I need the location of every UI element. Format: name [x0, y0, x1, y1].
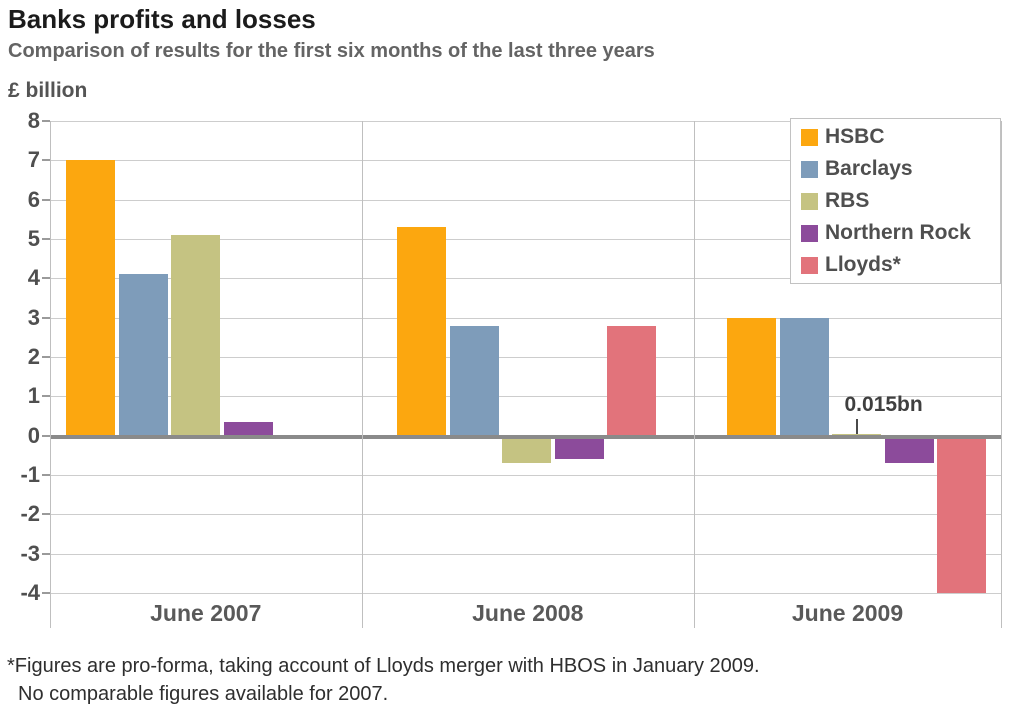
legend-swatch-barclays [801, 160, 818, 178]
chart-title: Banks profits and losses [8, 4, 316, 34]
legend-swatch-hsbc [801, 128, 818, 146]
bar-lloyds-june-2009 [937, 435, 986, 593]
y-axis-line [50, 121, 51, 628]
annotation-pointer-line [855, 419, 858, 434]
y-axis-tick [42, 591, 50, 594]
chart-subtitle: Comparison of results for the first six … [8, 40, 655, 62]
y-axis-tick [42, 395, 50, 398]
legend-item-northern-rock: Northern Rock [801, 217, 1000, 249]
y-axis-tick-label: 2 [27, 343, 40, 369]
y-axis-tick-label: 7 [27, 147, 40, 173]
bar-hsbc-june-2007 [66, 160, 115, 436]
legend-label: Lloyds* [825, 253, 901, 276]
x-axis-category-label: June 2008 [472, 600, 584, 626]
y-axis-tick [42, 355, 50, 358]
legend-label: RBS [825, 189, 870, 212]
bar-hsbc-june-2009 [727, 317, 776, 436]
x-axis-category-label: June 2009 [791, 600, 904, 626]
y-axis-tick-label: 1 [27, 383, 40, 409]
gridline [50, 592, 1001, 594]
legend-label: Barclays [825, 157, 913, 180]
y-axis-tick-label: -1 [20, 461, 40, 487]
y-axis-tick-label: 4 [27, 265, 40, 291]
gridline [50, 317, 1001, 319]
y-axis-tick [42, 473, 50, 476]
gridline [50, 514, 1001, 516]
y-axis-unit-label: £ billion [8, 79, 88, 102]
legend: HSBC Barclays RBS Northern Rock Lloyds* [790, 118, 1001, 284]
footnote-line-1: *Figures are pro-forma, taking account o… [7, 655, 760, 677]
y-axis-tick [42, 552, 50, 555]
y-axis-tick-label: 0 [27, 422, 40, 448]
bar-barclays-june-2008 [449, 325, 499, 436]
y-axis-tick [42, 434, 50, 437]
category-separator [361, 121, 363, 628]
y-axis-tick [42, 237, 50, 240]
bar-barclays-june-2009 [779, 317, 829, 436]
bar-barclays-june-2007 [118, 274, 168, 436]
legend-label: Northern Rock [825, 221, 971, 244]
gridline [50, 160, 1001, 162]
bar-northern-rock-june-2008 [554, 435, 604, 460]
bar-hsbc-june-2008 [397, 227, 446, 436]
gridline [50, 278, 1001, 280]
footnote-line-2: No comparable figures available for 2007… [18, 683, 389, 705]
y-axis-tick [42, 316, 50, 319]
y-axis-tick [42, 159, 50, 162]
footnote: *Figures are pro-forma, taking account o… [7, 652, 760, 708]
plot-right-border [1001, 121, 1002, 628]
legend-swatch-rbs [801, 192, 818, 210]
legend-item-hsbc: HSBC [801, 121, 1000, 153]
category-separator [694, 121, 695, 628]
bar-northern-rock-june-2009 [884, 435, 934, 464]
y-axis-tick [42, 277, 50, 280]
x-axis-category-label: June 2007 [150, 600, 262, 626]
legend-item-barclays: Barclays [801, 153, 1000, 185]
legend-item-lloyds: Lloyds* [801, 249, 1000, 281]
annotation-label: 0.015bn [844, 393, 923, 416]
bar-rbs-june-2008 [502, 435, 551, 464]
y-axis-tick-label: 5 [27, 225, 40, 251]
y-axis-tick [42, 513, 50, 516]
y-axis-tick-label: 8 [27, 108, 40, 133]
y-axis-tick-label: -3 [20, 540, 40, 566]
bar-lloyds-june-2008 [607, 325, 656, 436]
bar-rbs-june-2007 [171, 235, 220, 436]
y-axis-tick [42, 198, 50, 201]
gridline [50, 121, 1001, 122]
gridline [50, 356, 1001, 358]
y-axis-tick-label: -4 [20, 579, 40, 605]
y-axis-tick-label: 3 [27, 304, 40, 330]
gridline [50, 199, 1001, 201]
bar-northern-rock-june-2007 [223, 421, 273, 436]
gridline [50, 553, 1001, 555]
y-axis-tick-label: 6 [27, 186, 40, 212]
legend-swatch-lloyds [801, 256, 818, 274]
legend-item-rbs: RBS [801, 185, 1000, 217]
gridline [50, 396, 1001, 398]
zero-line [50, 434, 1001, 439]
legend-label: HSBC [825, 125, 885, 148]
gridline [50, 238, 1001, 240]
y-axis-tick-label: -2 [20, 501, 40, 527]
gridline [50, 474, 1001, 476]
legend-swatch-northern-rock [801, 224, 818, 242]
y-axis-tick [42, 120, 50, 122]
